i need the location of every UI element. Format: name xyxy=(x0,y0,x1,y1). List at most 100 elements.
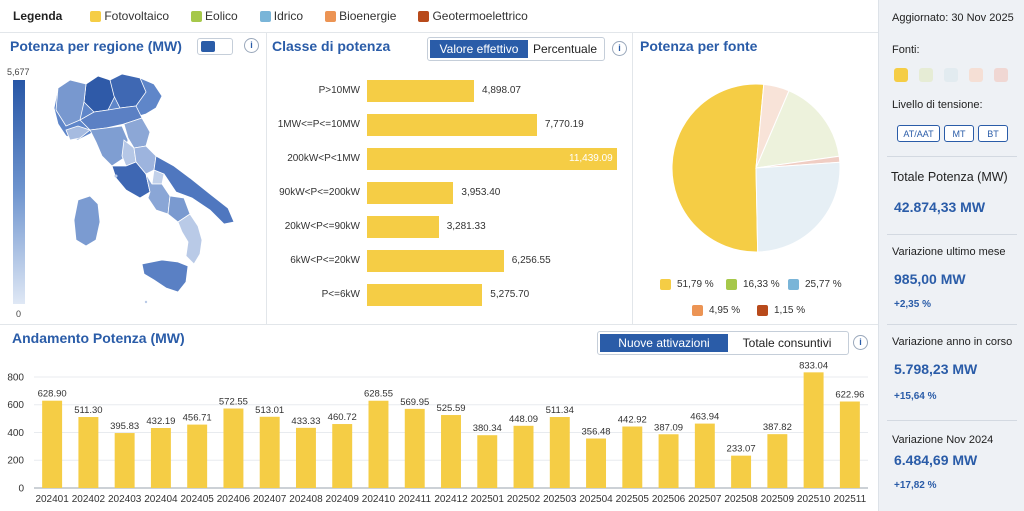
info-icon[interactable]: i xyxy=(244,38,259,53)
tab-totale-consuntivi[interactable]: Totale consuntivi xyxy=(742,336,832,350)
map-view-toggle[interactable] xyxy=(197,38,233,55)
map-region-toscana[interactable] xyxy=(89,125,129,167)
x-tick-label: 202509 xyxy=(761,494,795,505)
x-tick-label: 202407 xyxy=(253,494,287,505)
class-bar[interactable] xyxy=(367,114,537,136)
map-region-sardegna[interactable] xyxy=(73,195,101,247)
class-bar-label: P<=6kW xyxy=(321,289,360,300)
tab-valore-effettivo[interactable]: Valore effettivo xyxy=(430,40,528,58)
class-bar[interactable] xyxy=(367,182,454,204)
map-region-liguria[interactable] xyxy=(65,125,91,141)
tension-button-mt[interactable]: MT xyxy=(944,125,974,142)
trend-bar-value: 356.48 xyxy=(582,427,611,438)
toggle-knob xyxy=(201,41,215,52)
map-region-veneto[interactable] xyxy=(109,73,147,109)
pie-legend-item[interactable]: 4,95 % xyxy=(692,305,740,316)
trend-bar[interactable] xyxy=(694,423,715,488)
side-separator xyxy=(887,420,1017,421)
trend-bar[interactable] xyxy=(223,408,244,488)
info-icon[interactable]: i xyxy=(612,41,627,56)
trend-bar-value: 380.34 xyxy=(473,423,502,434)
legend-label: Eolico xyxy=(205,9,238,23)
map-region-calabria[interactable] xyxy=(177,213,203,265)
trend-bar[interactable] xyxy=(187,424,208,488)
trend-bar[interactable] xyxy=(658,434,679,488)
legend-item-eolico[interactable]: Eolico xyxy=(191,9,238,23)
trend-bar[interactable] xyxy=(477,435,498,488)
map-region-piemonte[interactable] xyxy=(55,79,87,127)
class-bar[interactable] xyxy=(367,216,439,238)
legend-item-bioenergie[interactable]: Bioenergie xyxy=(325,9,396,23)
class-bar[interactable] xyxy=(367,284,483,306)
trend-bar[interactable] xyxy=(78,417,99,488)
trend-bar[interactable] xyxy=(731,455,752,488)
class-bar[interactable] xyxy=(367,148,617,170)
pie-legend-item[interactable]: 25,77 % xyxy=(788,279,842,290)
class-bar-label: 6kW<P<=20kW xyxy=(290,255,360,266)
legend-bar: Legenda Fotovoltaico Eolico Idrico Bioen… xyxy=(0,0,878,33)
legend-label: Geotermoelettrico xyxy=(432,9,528,23)
legend-label: Bioenergie xyxy=(339,9,397,23)
class-bar-label: 200kW<P<1MW xyxy=(287,153,360,164)
fonti-filter-fotovoltaico[interactable] xyxy=(894,68,908,82)
trend-bar[interactable] xyxy=(767,434,788,488)
trend-bar[interactable] xyxy=(150,428,171,488)
tension-button-at-aat[interactable]: AT/AAT xyxy=(897,125,940,142)
map-island xyxy=(144,300,148,304)
trend-bar-value: 511.34 xyxy=(546,405,574,416)
trend-bar[interactable] xyxy=(42,400,63,488)
trend-bar[interactable] xyxy=(259,416,280,488)
italy-map[interactable] xyxy=(50,70,250,315)
trend-bar[interactable] xyxy=(549,417,570,488)
info-icon[interactable]: i xyxy=(853,335,868,350)
trend-bar[interactable] xyxy=(839,401,860,488)
side-separator xyxy=(887,234,1017,235)
month-value: 985,00 MW xyxy=(894,271,966,287)
trend-bar-chart[interactable]: 0 200 400 600 800 628.90 202401 511.30 202402 395… xyxy=(0,356,878,511)
class-bar-label: 20kW<P<=90kW xyxy=(284,221,360,232)
pie-slice-eolico[interactable] xyxy=(755,90,840,169)
pie-slice-fotovoltaico[interactable] xyxy=(671,83,765,253)
fonti-filter-idrico[interactable] xyxy=(944,68,958,82)
trend-bar[interactable] xyxy=(622,426,643,488)
trend-bar[interactable] xyxy=(404,408,425,488)
fonti-filter-bioenergie[interactable] xyxy=(969,68,983,82)
fonti-filter-geotermoelettrico[interactable] xyxy=(994,68,1008,82)
pie-legend-label: 16,33 % xyxy=(743,279,780,290)
source-pie-chart[interactable] xyxy=(670,82,842,254)
x-tick-label: 202401 xyxy=(35,494,69,505)
trend-bar[interactable] xyxy=(803,372,824,488)
trend-bar-value: 387.82 xyxy=(763,422,792,433)
class-bar[interactable] xyxy=(367,80,475,102)
trend-bar[interactable] xyxy=(114,433,135,488)
map-island xyxy=(114,174,118,178)
trend-bar-value: 442.92 xyxy=(618,415,647,426)
map-region-sicilia[interactable] xyxy=(141,259,189,293)
legend-item-fotovoltaico[interactable]: Fotovoltaico xyxy=(90,9,169,23)
x-tick-label: 202402 xyxy=(72,494,106,505)
fonti-label: Fonti: xyxy=(892,44,920,56)
x-tick-label: 202507 xyxy=(688,494,722,505)
class-bar[interactable] xyxy=(367,250,504,272)
trend-bar[interactable] xyxy=(332,424,353,488)
legend-item-idrico[interactable]: Idrico xyxy=(259,9,303,23)
map-region-puglia[interactable] xyxy=(153,155,235,225)
map-region-lombardia[interactable] xyxy=(83,75,117,113)
pie-legend-label: 25,77 % xyxy=(805,279,842,290)
pie-slice-idrico[interactable] xyxy=(755,161,841,253)
y-tick-label: 600 xyxy=(7,400,24,411)
pie-legend-item[interactable]: 1,15 % xyxy=(757,305,805,316)
trend-bar[interactable] xyxy=(441,415,461,488)
legend-item-geotermoelettrico[interactable]: Geotermoelettrico xyxy=(418,9,528,23)
x-tick-label: 202409 xyxy=(326,494,360,505)
trend-bar[interactable] xyxy=(513,425,534,488)
fonti-filter-eolico[interactable] xyxy=(919,68,933,82)
trend-bar[interactable] xyxy=(586,438,607,488)
trend-bar[interactable] xyxy=(295,427,316,488)
trend-bar[interactable] xyxy=(368,400,389,488)
tab-percentuale[interactable]: Percentuale xyxy=(532,42,598,56)
pie-legend-item[interactable]: 51,79 % xyxy=(660,279,714,290)
tab-nuove-attivazioni[interactable]: Nuove attivazioni xyxy=(600,334,728,352)
tension-button-bt[interactable]: BT xyxy=(978,125,1008,142)
pie-legend-item[interactable]: 16,33 % xyxy=(726,279,780,290)
